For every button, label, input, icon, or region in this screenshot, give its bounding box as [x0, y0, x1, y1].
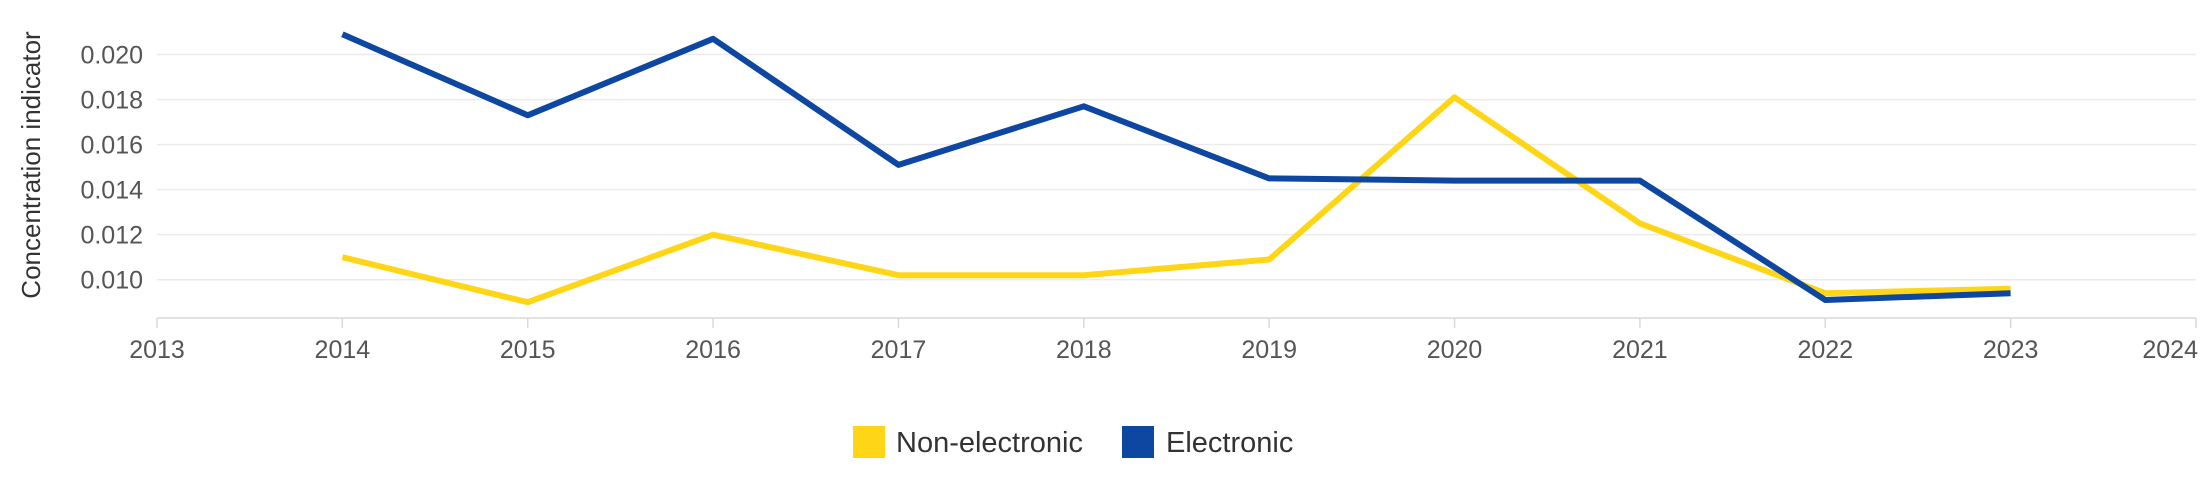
- x-tick-label: 2024: [2142, 336, 2198, 364]
- legend-label: Non-electronic: [896, 427, 1083, 459]
- series-line-electronic: [341, 31, 2011, 303]
- y-axis-title: Concentration indicator: [16, 31, 46, 299]
- x-tick-label: 2018: [1056, 336, 1112, 364]
- y-tick-label: 0.016: [80, 132, 143, 160]
- x-tick-label: 2022: [1797, 336, 1853, 364]
- x-tick-label: 2019: [1241, 336, 1297, 364]
- legend-swatch: [1122, 426, 1154, 458]
- x-tick-label: 2023: [1983, 336, 2039, 364]
- x-tick-label: 2015: [500, 336, 556, 364]
- y-tick-label: 0.018: [80, 87, 143, 115]
- legend-item-electronic[interactable]: Electronic: [1122, 426, 1293, 459]
- legend-swatch: [853, 426, 885, 458]
- y-tick-label: 0.010: [80, 267, 143, 295]
- x-tick-label: 2016: [685, 336, 741, 364]
- x-tick-label: 2017: [871, 336, 927, 364]
- legend-item-non-electronic[interactable]: Non-electronic: [853, 426, 1083, 459]
- legend-label: Electronic: [1166, 427, 1293, 459]
- x-tick-label: 2021: [1612, 336, 1668, 364]
- y-tick-label: 0.020: [80, 42, 143, 70]
- series-lines: [341, 31, 2011, 306]
- y-tick-label: 0.012: [80, 222, 143, 250]
- x-tick-label: 2020: [1427, 336, 1483, 364]
- series-line-non-electronic: [341, 94, 2011, 306]
- y-tick-labels: 0.010 0.012 0.014 0.016 0.018 0.020: [80, 42, 143, 295]
- x-tick-label: 2014: [315, 336, 371, 364]
- legend: Non-electronic Electronic: [853, 426, 1293, 459]
- x-tick-label: 2013: [129, 336, 185, 364]
- y-tick-label: 0.014: [80, 177, 143, 205]
- x-tick-labels: 2013 2014 2015 2016 2017 2018 2019 2020 2021 2022…: [129, 336, 2198, 364]
- axes: [156, 317, 2197, 328]
